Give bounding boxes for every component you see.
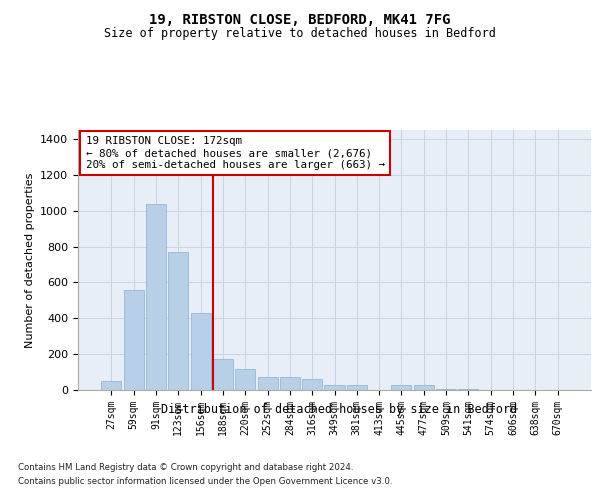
- Y-axis label: Number of detached properties: Number of detached properties: [25, 172, 35, 348]
- Bar: [458, 389, 478, 390]
- Bar: [213, 358, 233, 390]
- Text: Size of property relative to detached houses in Bedford: Size of property relative to detached ho…: [104, 28, 496, 40]
- Text: 19 RIBSTON CLOSE: 172sqm
← 80% of detached houses are smaller (2,676)
20% of sem: 19 RIBSTON CLOSE: 172sqm ← 80% of detach…: [86, 136, 385, 170]
- Bar: [302, 379, 322, 390]
- Text: Contains public sector information licensed under the Open Government Licence v3: Contains public sector information licen…: [18, 478, 392, 486]
- Bar: [235, 370, 255, 390]
- Bar: [101, 381, 121, 390]
- Bar: [146, 204, 166, 390]
- Bar: [391, 384, 412, 390]
- Bar: [191, 313, 211, 390]
- Bar: [325, 384, 344, 390]
- Text: Distribution of detached houses by size in Bedford: Distribution of detached houses by size …: [161, 402, 517, 415]
- Bar: [280, 376, 300, 390]
- Bar: [124, 290, 144, 390]
- Text: Contains HM Land Registry data © Crown copyright and database right 2024.: Contains HM Land Registry data © Crown c…: [18, 462, 353, 471]
- Bar: [436, 389, 456, 390]
- Bar: [257, 376, 278, 390]
- Bar: [414, 384, 434, 390]
- Bar: [168, 252, 188, 390]
- Text: 19, RIBSTON CLOSE, BEDFORD, MK41 7FG: 19, RIBSTON CLOSE, BEDFORD, MK41 7FG: [149, 12, 451, 26]
- Bar: [347, 384, 367, 390]
